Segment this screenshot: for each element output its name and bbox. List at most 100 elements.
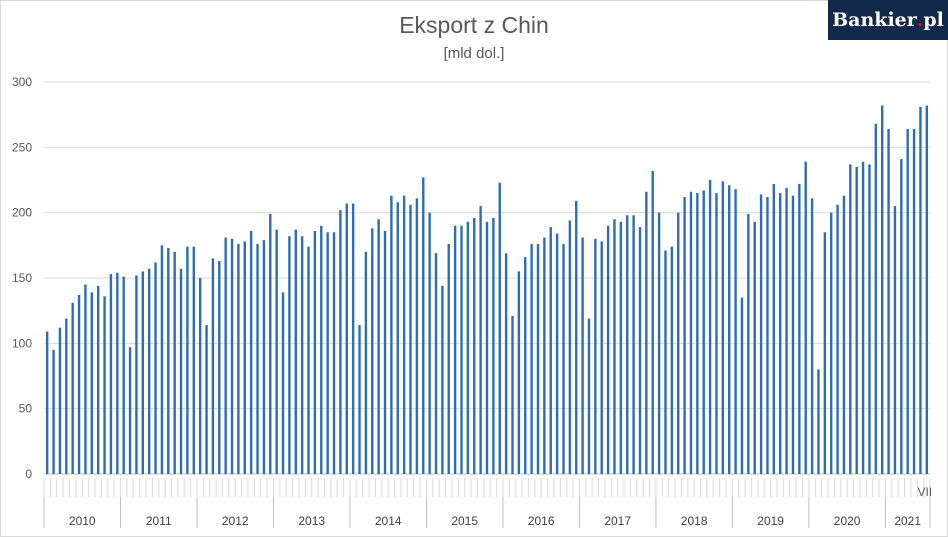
bar — [683, 196, 686, 474]
bar — [90, 292, 94, 474]
bar — [638, 227, 642, 474]
bar — [555, 233, 559, 474]
bar — [594, 238, 597, 474]
x-axis: 2010 2011 2012 2013 2014 2015 2016 2017 2018 2019… — [43, 478, 932, 528]
bar — [45, 331, 49, 474]
bar — [543, 237, 546, 474]
bar — [179, 268, 183, 474]
bar — [339, 210, 342, 474]
bar — [804, 161, 807, 474]
year-label: 2012 — [222, 514, 249, 528]
bar — [836, 204, 839, 474]
bar — [288, 236, 291, 474]
bar — [868, 164, 871, 474]
bar — [766, 196, 769, 474]
bar — [77, 294, 81, 474]
bar — [498, 182, 501, 474]
bar — [377, 219, 380, 474]
bar — [434, 253, 438, 474]
bar — [798, 183, 801, 475]
bar — [600, 241, 603, 474]
bar — [721, 181, 725, 474]
bar — [511, 315, 514, 474]
bar — [677, 212, 680, 474]
bar — [492, 217, 495, 475]
bar — [281, 292, 285, 474]
bar — [842, 195, 846, 474]
bar — [58, 327, 62, 474]
bar — [606, 225, 610, 474]
year-label: 2020 — [834, 514, 861, 528]
bar — [880, 105, 884, 475]
bar — [294, 229, 297, 474]
bar — [198, 278, 202, 474]
bar — [740, 297, 744, 474]
bar — [269, 213, 272, 474]
bar — [211, 258, 215, 474]
bar — [753, 221, 756, 474]
year-label: 2011 — [146, 514, 172, 528]
bar — [651, 170, 654, 474]
bar — [632, 215, 635, 474]
bar — [504, 253, 508, 474]
bar — [581, 237, 584, 474]
bar — [52, 349, 55, 474]
year-label: 2014 — [375, 514, 402, 528]
bar — [772, 183, 776, 475]
bar — [696, 193, 699, 475]
bar — [249, 230, 253, 474]
bar — [351, 203, 355, 474]
bar — [619, 221, 623, 474]
bar — [479, 206, 482, 474]
year-label: 2017 — [604, 514, 631, 528]
bar — [728, 185, 731, 474]
bar — [861, 161, 865, 474]
y-tick-label: 0 — [25, 467, 32, 481]
bar — [568, 220, 572, 474]
year-label: 2019 — [757, 514, 784, 528]
bar — [447, 244, 450, 474]
bar — [715, 193, 718, 475]
bar — [205, 325, 208, 474]
bar — [645, 191, 648, 474]
bar — [817, 369, 820, 474]
bar — [466, 221, 470, 474]
bar — [122, 276, 125, 474]
bar — [326, 232, 329, 474]
bar — [84, 284, 87, 474]
bar — [218, 261, 221, 474]
bar — [116, 272, 119, 474]
bar — [874, 123, 878, 475]
bar — [912, 129, 916, 475]
year-label: 2018 — [681, 514, 708, 528]
bar — [390, 195, 393, 474]
bar — [893, 206, 897, 474]
bar — [823, 232, 827, 474]
bar — [849, 164, 852, 474]
bar — [230, 238, 234, 474]
bar — [887, 129, 890, 475]
bankier-logo[interactable]: Bankier. pl — [828, 0, 948, 40]
bar — [275, 229, 278, 474]
bar — [587, 318, 591, 474]
bar — [517, 271, 521, 474]
year-label: 2016 — [528, 514, 555, 528]
bar — [422, 177, 425, 475]
bar — [396, 202, 399, 475]
bar — [779, 193, 782, 475]
bar — [364, 251, 368, 474]
bar — [906, 129, 909, 475]
bar — [759, 194, 763, 474]
bar — [358, 325, 361, 474]
y-tick-label: 150 — [12, 271, 32, 285]
y-tick-label: 250 — [12, 140, 32, 154]
bar — [473, 217, 476, 475]
bar — [524, 257, 527, 474]
bar — [173, 251, 176, 474]
bar — [186, 246, 189, 474]
bar — [453, 225, 457, 474]
bar — [664, 250, 667, 474]
bar — [262, 240, 266, 474]
bar — [900, 159, 903, 475]
bar — [919, 106, 922, 475]
